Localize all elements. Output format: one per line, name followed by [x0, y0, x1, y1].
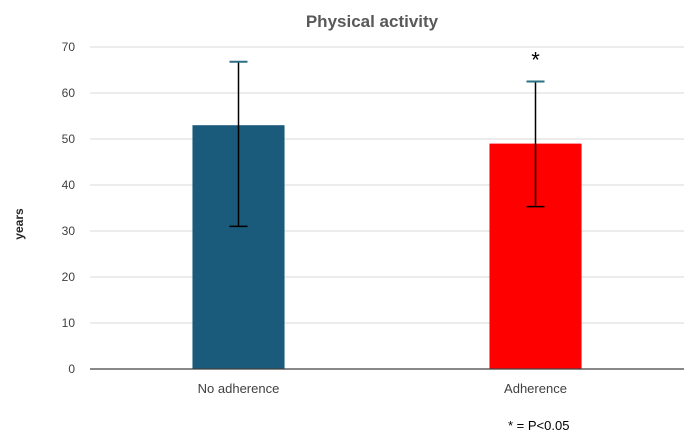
gridlines	[90, 46, 684, 324]
y-tick-label: 0	[68, 362, 75, 376]
y-tick-label: 40	[62, 178, 76, 192]
significance-marker: *	[531, 48, 540, 73]
bars	[192, 125, 582, 369]
x-category-label: Adherence	[504, 381, 567, 396]
y-tick-label: 30	[62, 224, 76, 238]
y-tick-label: 10	[62, 316, 76, 330]
y-tick-labels: 0 10 20 30 40 50 60 70	[62, 40, 76, 376]
y-tick-label: 20	[62, 270, 76, 284]
y-tick-label: 70	[62, 40, 76, 54]
error-bars	[229, 60, 545, 228]
y-tick-label: 50	[62, 132, 76, 146]
y-tick-label: 60	[62, 86, 76, 100]
chart-title: Physical activity	[306, 12, 439, 31]
footnote: * = P<0.05	[508, 418, 569, 433]
y-axis-label: years	[12, 208, 26, 240]
x-category-labels: No adherence Adherence	[198, 381, 567, 396]
x-category-label: No adherence	[198, 381, 280, 396]
